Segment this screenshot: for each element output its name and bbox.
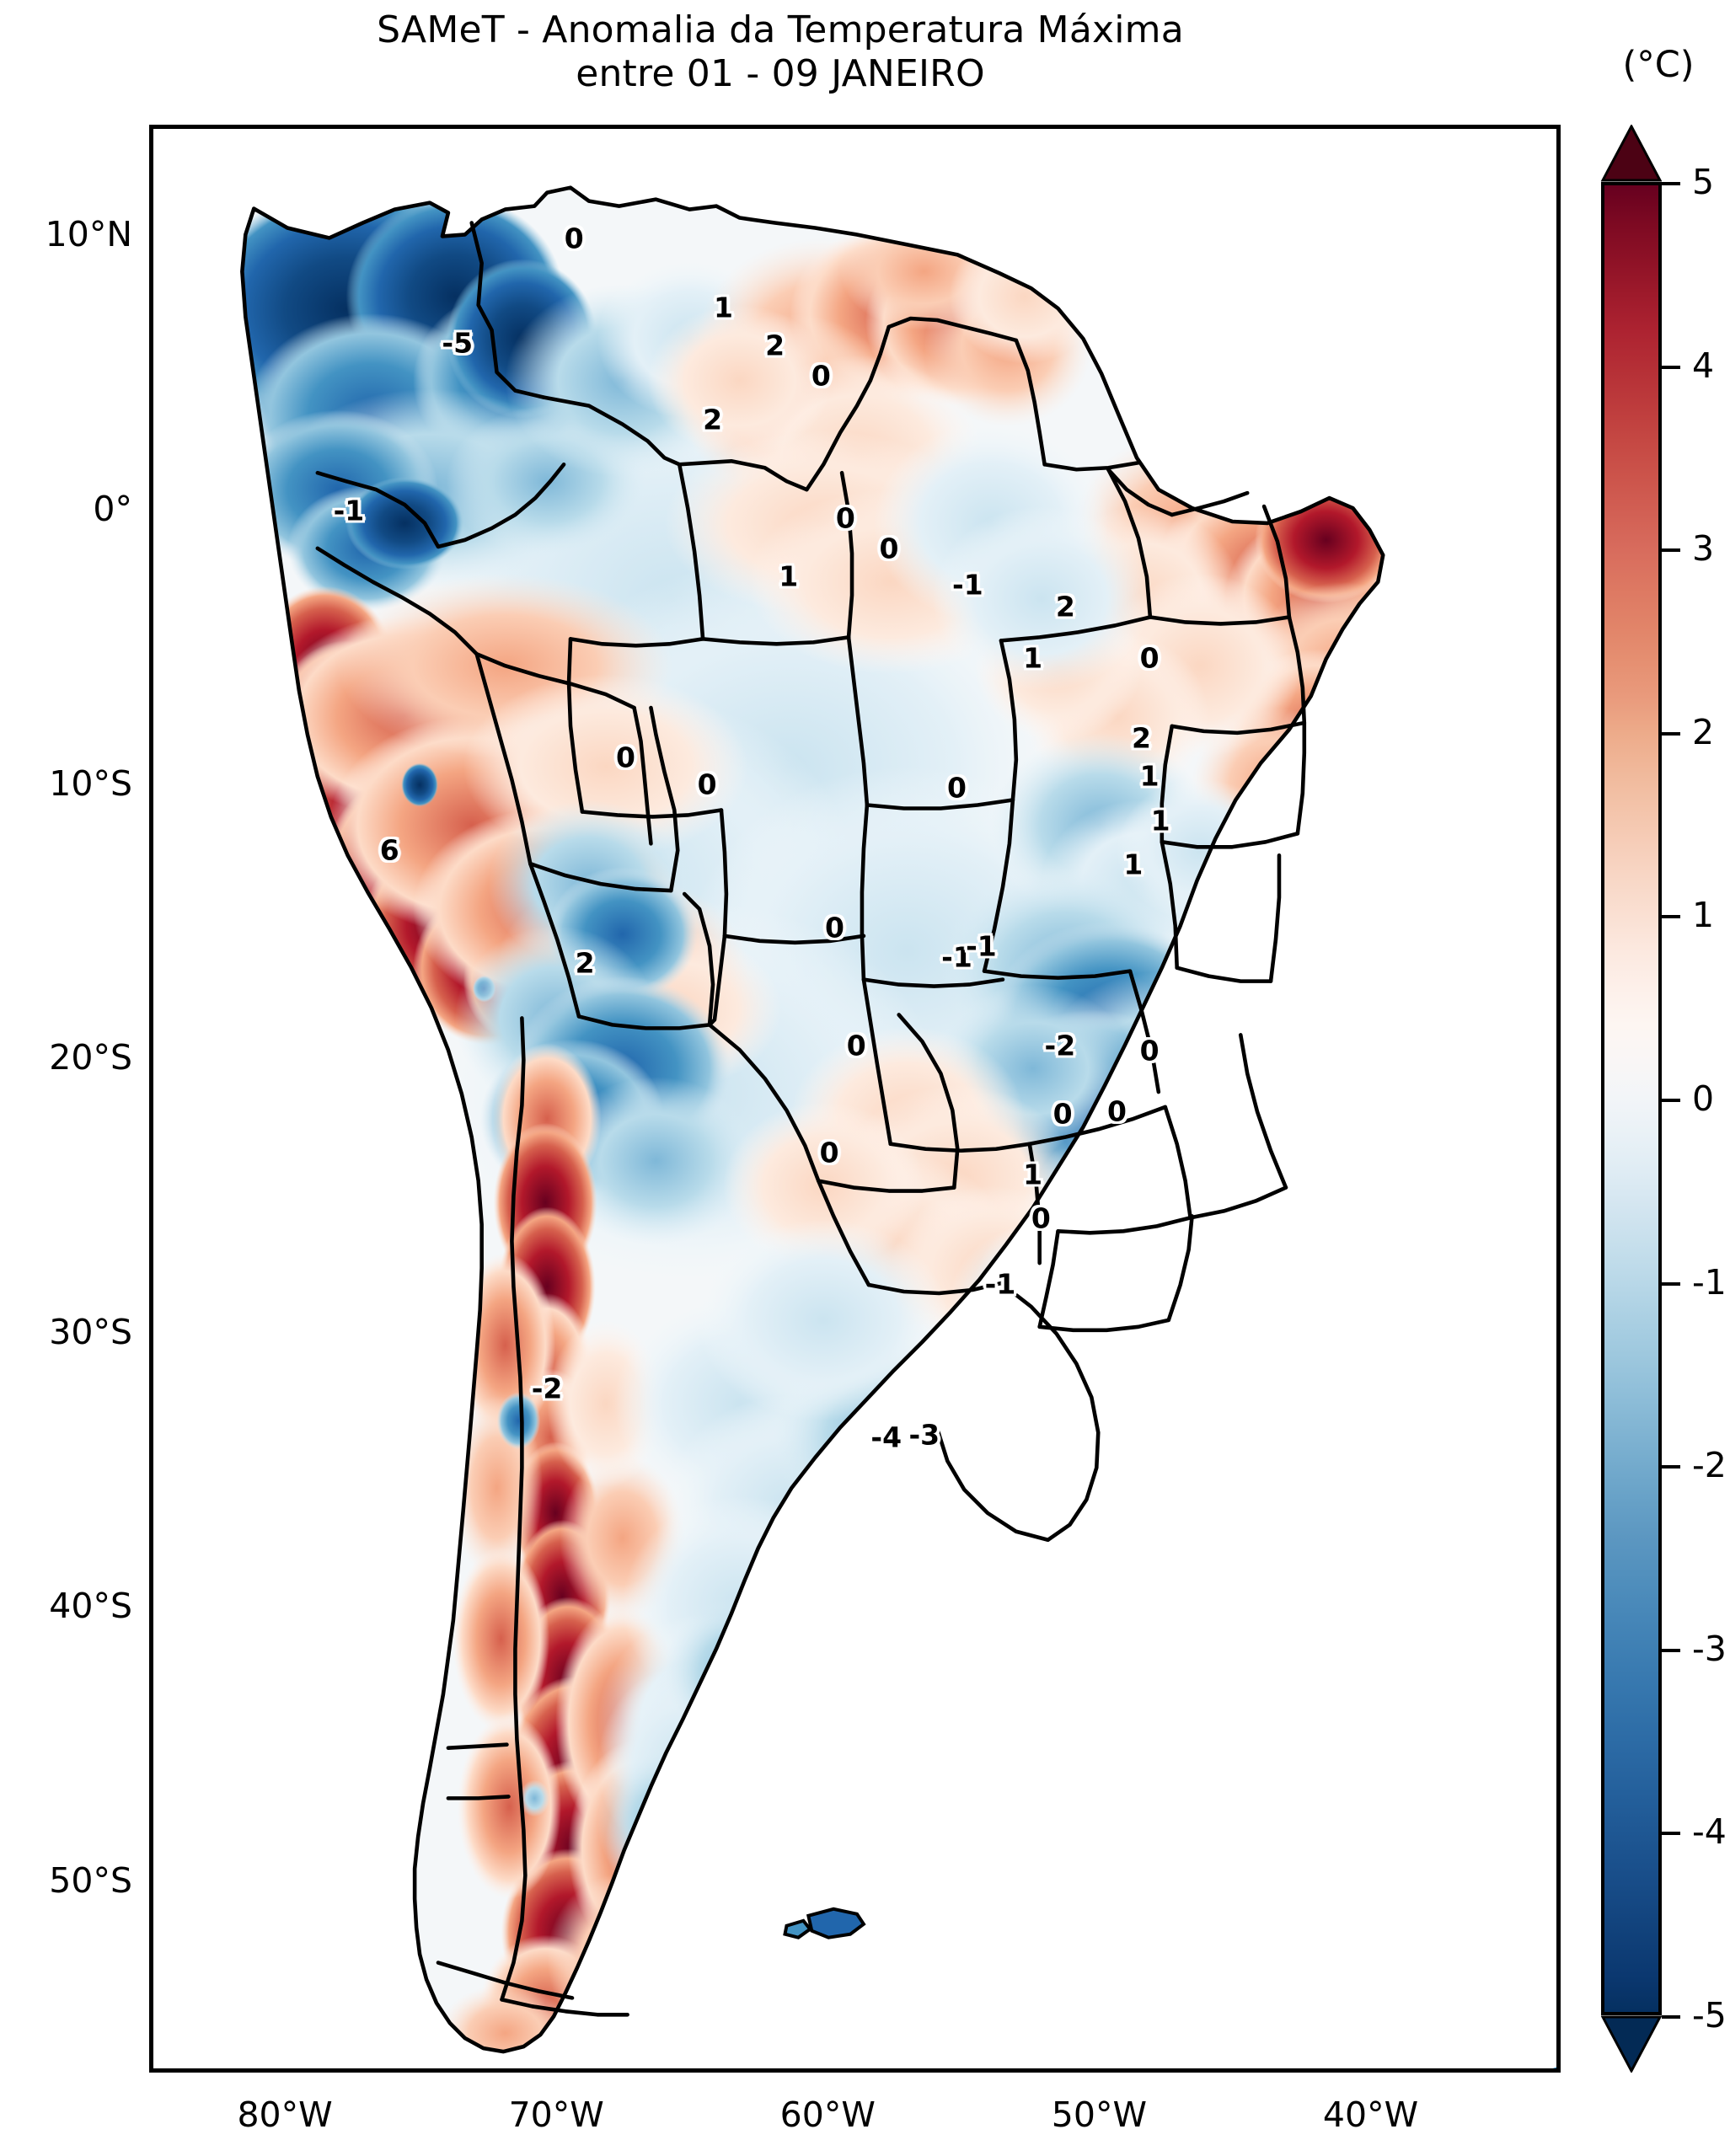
colorbar-body xyxy=(1601,182,1662,2015)
contour-label: 2 xyxy=(703,403,723,436)
colorbar-tick-mark xyxy=(1662,365,1680,369)
contour-label: 0 xyxy=(825,911,844,944)
colorbar-tick-label: -1 xyxy=(1692,1261,1727,1303)
contour-label: -1 xyxy=(333,494,365,527)
lon-tick-1: 70°W xyxy=(508,2094,604,2135)
colorbar: (°C) 5 4 3 2 1 0 -1 -2 -3 -4 -5 xyxy=(1601,44,1727,2073)
contour-label: -1 xyxy=(966,929,997,963)
contour-label: 0 xyxy=(819,1136,839,1169)
lon-tick-4: 40°W xyxy=(1322,2094,1419,2135)
lon-tick-0: 80°W xyxy=(237,2094,333,2135)
contour-label: 0 xyxy=(1107,1094,1127,1128)
colorbar-unit-label: (°C) xyxy=(1622,44,1695,86)
colorbar-tick-label: 0 xyxy=(1692,1078,1715,1119)
colorbar-tick-label: -5 xyxy=(1692,1995,1727,2036)
lon-tick-2: 60°W xyxy=(779,2094,876,2135)
lat-tick-4: 30°S xyxy=(49,1311,132,1352)
title-line-2: entre 01 - 09 JANEIRO xyxy=(576,51,985,95)
contour-label: 1 xyxy=(1150,804,1170,837)
colorbar-tick-mark xyxy=(1662,1465,1680,1469)
colorbar-extend-top xyxy=(1601,125,1662,182)
contour-label: 1 xyxy=(1023,641,1043,675)
contour-label: -1 xyxy=(941,940,972,974)
lat-tick-0: 10°N xyxy=(45,214,132,255)
contour-label: 0 xyxy=(846,1029,866,1062)
contour-label: -5 xyxy=(442,326,474,360)
lat-tick-5: 40°S xyxy=(49,1586,132,1627)
contour-label: 2 xyxy=(765,329,785,362)
colorbar-tick-mark xyxy=(1662,915,1680,919)
colorbar-tick-label: 3 xyxy=(1692,528,1715,570)
contour-label: 0 xyxy=(615,741,635,774)
contour-label: 0 xyxy=(1139,641,1160,675)
contour-label: 0 xyxy=(697,768,717,801)
colorbar-tick-mark xyxy=(1662,1281,1680,1286)
contour-label: 0 xyxy=(564,222,584,255)
colorbar-tick-label: 4 xyxy=(1692,345,1715,386)
contour-label: -1 xyxy=(952,568,983,602)
contour-label: -4 xyxy=(870,1420,902,1454)
colorbar-tick-label: -4 xyxy=(1692,1811,1727,1853)
contour-label: 1 xyxy=(713,291,733,324)
contour-label: 0 xyxy=(946,771,967,805)
lat-tick-6: 50°S xyxy=(49,1860,132,1902)
contour-label: 0 xyxy=(811,359,831,393)
contour-label: -1 xyxy=(984,1267,1016,1301)
contour-label: 0 xyxy=(1139,1034,1160,1067)
contour-label: 0 xyxy=(835,501,855,535)
colorbar-gradient xyxy=(1604,185,1658,2012)
contour-label: 1 xyxy=(1023,1158,1043,1191)
colorbar-tick-label: 5 xyxy=(1692,162,1715,202)
contour-label: 2 xyxy=(1132,721,1151,755)
anomaly-map xyxy=(240,185,1385,2054)
colorbar-tick-mark xyxy=(1662,731,1680,736)
contour-label: -2 xyxy=(531,1372,563,1405)
contour-label: -2 xyxy=(1044,1029,1076,1062)
contour-label: 0 xyxy=(1052,1097,1073,1131)
anomaly-field xyxy=(242,187,1384,2052)
contour-label: 2 xyxy=(575,946,595,980)
colorbar-tick-mark xyxy=(1662,548,1680,553)
colorbar-tick-mark xyxy=(1662,1832,1680,1836)
contour-label: 2 xyxy=(1055,590,1075,623)
colorbar-tick-label: -3 xyxy=(1692,1628,1727,1669)
title-line-1: SAMeT - Anomalia da Temperatura Máxima xyxy=(377,8,1184,51)
colorbar-tick-mark xyxy=(1662,1648,1680,1652)
colorbar-tick-mark xyxy=(1662,1099,1680,1102)
lat-tick-1: 0° xyxy=(93,488,132,529)
colorbar-tick-mark xyxy=(1662,182,1680,185)
contour-label: 1 xyxy=(1123,848,1144,881)
contour-label: 0 xyxy=(1031,1201,1051,1235)
lat-tick-3: 20°S xyxy=(49,1037,132,1078)
falkland-islands xyxy=(783,1907,866,1939)
colorbar-tick-label: -2 xyxy=(1692,1445,1727,1486)
inpe-logo: INPE xyxy=(1552,2067,1556,2068)
chart-title: SAMeT - Anomalia da Temperatura Máxima e… xyxy=(0,8,1561,96)
contour-label: 0 xyxy=(879,532,899,565)
lon-tick-3: 50°W xyxy=(1051,2094,1147,2135)
map-plot-area: 0 -5 1 2 0 2 -1 0 0 1 -1 2 1 0 6 0 0 2 1 1 1 0 2 0 -1 -1 0 -2 0 0 0 0 1 0… xyxy=(149,125,1561,2073)
lat-tick-2: 10°S xyxy=(49,762,132,804)
contour-label: 6 xyxy=(379,833,399,867)
contour-label: 1 xyxy=(779,559,799,593)
contour-label: 1 xyxy=(1139,759,1160,793)
political-boundaries xyxy=(240,185,1385,2054)
colorbar-tick-label: 2 xyxy=(1692,711,1715,752)
colorbar-tick-mark xyxy=(1662,2015,1680,2019)
colorbar-tick-label: 1 xyxy=(1692,895,1715,936)
colorbar-extend-bottom xyxy=(1601,2015,1662,2073)
contour-label: -3 xyxy=(908,1418,940,1452)
